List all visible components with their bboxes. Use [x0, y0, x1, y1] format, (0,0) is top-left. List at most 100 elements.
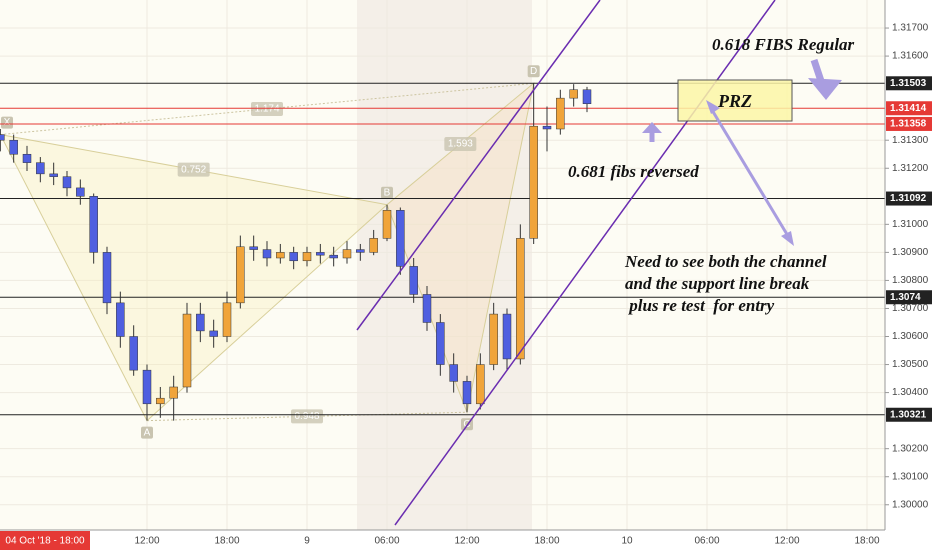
y-tick-label: 1.31000	[892, 219, 929, 230]
candle-body	[369, 238, 378, 253]
level-label: 1.3074	[890, 292, 921, 303]
candle-body	[542, 125, 552, 130]
x-tick-label: 18:00	[534, 536, 559, 547]
ratio-box	[251, 101, 283, 116]
point-label: B	[384, 187, 391, 198]
point-label: D	[530, 66, 537, 77]
candle-body	[142, 369, 152, 405]
candle-body	[382, 210, 392, 239]
candle-body	[102, 252, 112, 304]
y-tick-label: 1.30200	[892, 443, 929, 454]
candle-body	[396, 210, 405, 267]
ratio-label: 1.174	[254, 104, 279, 115]
candle-body	[449, 364, 458, 382]
x-tick-label: 12:00	[774, 536, 799, 547]
time-axis	[0, 530, 885, 550]
candle-body	[409, 266, 418, 295]
ratio-label: 0.948	[294, 411, 319, 422]
y-tick-label: 1.30100	[892, 471, 929, 482]
candle-body	[476, 364, 485, 405]
arrows	[642, 58, 842, 246]
level-label: 1.31414	[890, 103, 927, 114]
y-tick-label: 1.30400	[892, 387, 929, 398]
annotation: plus re test for entry	[625, 296, 775, 315]
candle-body	[76, 187, 85, 197]
date-box	[0, 531, 90, 550]
candle-body	[169, 386, 178, 399]
candle-body	[356, 249, 365, 253]
candle-body	[342, 249, 352, 259]
y-tick-label: 1.31700	[892, 23, 929, 34]
point-box	[527, 65, 540, 78]
candle-body	[182, 313, 192, 388]
candle-body	[436, 322, 445, 365]
x-tick-label: 18:00	[214, 536, 239, 547]
annotation: 0.681 fibs reversed	[568, 162, 699, 181]
ratio-box	[291, 409, 323, 424]
candle-body	[36, 162, 45, 175]
y-tick-label: 1.30000	[892, 499, 929, 510]
ratio-label: 0.752	[181, 164, 206, 175]
point-box	[1, 116, 13, 129]
candle-body	[276, 252, 285, 259]
y-tick-label: 1.31600	[892, 51, 929, 62]
y-tick-label: 1.30700	[892, 303, 929, 314]
channel-upper	[356, 0, 601, 331]
level-box	[886, 191, 932, 206]
candle-body	[489, 313, 498, 365]
y-tick-label: 1.30500	[892, 359, 929, 370]
y-tick-label: 1.30900	[892, 247, 929, 258]
point-box	[141, 426, 153, 439]
price-axis	[885, 0, 932, 550]
level-label: 1.31358	[890, 119, 927, 130]
candle-body	[289, 252, 298, 262]
ratio-box	[177, 162, 210, 177]
candle-body	[236, 246, 245, 304]
level-label: 1.30321	[890, 409, 927, 420]
candle-body	[89, 196, 98, 253]
candle-body	[329, 254, 338, 259]
point-box	[381, 186, 393, 199]
date-label: 04 Oct '18 - 18:00	[5, 536, 85, 547]
point-label: A	[144, 427, 151, 438]
y-tick-label: 1.31300	[892, 135, 929, 146]
level-box	[886, 407, 932, 422]
annotation: and the support line break	[625, 274, 810, 293]
candle-body	[9, 139, 18, 155]
y-tick-label: 1.30800	[892, 275, 929, 286]
candle-body	[62, 176, 72, 189]
candle-body	[262, 249, 272, 259]
candle-body	[502, 313, 512, 360]
x-tick-label: 06:00	[694, 536, 719, 547]
candle-body	[316, 252, 325, 256]
candle-body	[0, 134, 5, 141]
candle-body	[196, 313, 205, 332]
prz-box	[677, 79, 793, 122]
candle-body	[556, 97, 565, 130]
level-label: 1.31503	[890, 78, 927, 89]
point-label: X	[4, 117, 11, 128]
level-box	[886, 101, 932, 116]
candle-body	[209, 330, 218, 337]
x-tick-label: 12:00	[454, 536, 479, 547]
y-tick-label: 1.31200	[892, 163, 929, 174]
level-box	[886, 76, 932, 91]
ratio-box	[444, 136, 477, 151]
pattern-line	[0, 82, 534, 136]
x-tick-label: 9	[304, 536, 310, 547]
candle-body	[129, 336, 138, 371]
annotation: 0.618 FIBS Regular	[712, 35, 855, 54]
candle-body	[529, 125, 538, 239]
candle-body	[302, 252, 312, 262]
level-label: 1.31092	[890, 193, 927, 204]
candle-body	[222, 302, 232, 337]
x-tick-label: 10	[621, 536, 633, 547]
candle-body	[569, 89, 578, 99]
time-highlight	[357, 0, 532, 530]
candle-body	[582, 89, 592, 105]
candle-body	[22, 153, 32, 163]
x-tick-label: 12:00	[134, 536, 159, 547]
level-box	[886, 290, 932, 305]
y-tick-label: 1.30600	[892, 331, 929, 342]
